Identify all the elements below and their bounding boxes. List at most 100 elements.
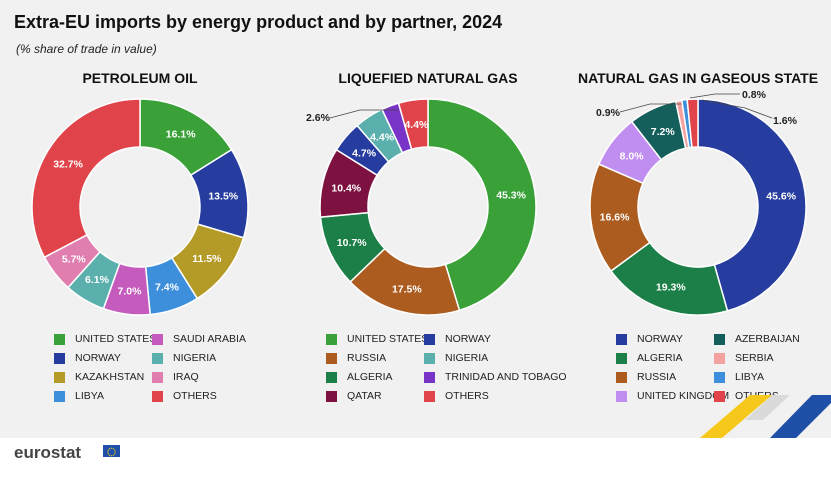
legend-swatch [424,371,435,383]
legend-item-nigeria: NIGERIA [152,352,322,366]
legend-item-united-states: UNITED STATES [326,333,496,347]
legend-swatch [54,333,65,345]
page-subtitle: (% share of trade in value) [16,42,157,56]
legend-label: LIBYA [735,371,764,384]
value-label-liquefied-natural-gas-nigeria: 4.4% [370,132,395,144]
legend-item-russia: RUSSIA [616,371,786,385]
legend-swatch [714,352,725,364]
value-label-natural-gas-in-gaseous-state-united-kingdom: 8.0% [620,151,645,163]
legend-label: SAUDI ARABIA [173,333,246,346]
legend-label: UNITED KINGDOM [637,390,730,403]
value-label-petroleum-oil-nigeria: 6.1% [85,274,110,286]
value-label-liquefied-natural-gas-russia: 17.5% [392,283,422,295]
legend-item-russia: RUSSIA [326,352,496,366]
legend-label: NORWAY [75,352,121,365]
leader-line-liquefied-natural-gas-trinidad-and-tobago [329,109,398,119]
value-label-natural-gas-in-gaseous-state-serbia: 0.9% [596,107,621,119]
legend-label: TRINIDAD AND TOBAGO [445,371,567,384]
legend-swatch [714,333,725,345]
legend-swatch [616,371,627,383]
donut-charts: 16.1% 13.5% 11.5% 7.4% 7.0% 6.1% 5.7% 32.7% 45.3… [31,89,807,316]
legend-label: SERBIA [735,352,774,365]
legend-label: NIGERIA [445,352,489,365]
slice-natural-gas-in-gaseous-state-others [686,98,699,149]
legend-item-united-kingdom: UNITED KINGDOM [616,390,786,404]
chart-title-lng: LIQUEFIED NATURAL GAS [338,70,518,86]
value-label-petroleum-oil-saudi-arabia: 7.0% [118,285,143,297]
legend-swatch [54,371,65,383]
legend-label: IRAQ [173,371,199,384]
value-label-natural-gas-in-gaseous-state-libya: 0.8% [742,89,767,101]
value-label-petroleum-oil-norway: 13.5% [208,191,238,203]
leader-line-natural-gas-in-gaseous-state-serbia [619,103,684,113]
value-label-petroleum-oil-others: 32.7% [53,159,83,171]
legend-swatch [616,333,627,345]
legend-item-others: OTHERS [424,390,594,404]
value-label-natural-gas-in-gaseous-state-others: 1.6% [773,115,798,127]
legend-label: UNITED STATES [347,333,429,346]
value-label-natural-gas-in-gaseous-state-norway: 45.6% [766,190,796,202]
eurostat-logo: eurostat [14,443,82,462]
slice-petroleum-oil-others [31,98,141,259]
value-label-natural-gas-in-gaseous-state-russia: 16.6% [600,211,630,223]
legend-item-norway: NORWAY [54,352,224,366]
legend-item-norway: NORWAY [616,333,786,347]
value-label-liquefied-natural-gas-qatar: 10.4% [331,183,361,195]
value-label-petroleum-oil-kazakhstan: 11.5% [192,253,222,265]
slice-liquefied-natural-gas-others [397,98,429,151]
value-label-liquefied-natural-gas-algeria: 10.7% [337,237,367,249]
legend-swatch [424,352,435,364]
legend-item-libya: LIBYA [54,390,224,404]
legend-label: NIGERIA [173,352,217,365]
legend-swatch [326,390,337,402]
legend-swatch [54,390,65,402]
legend-swatch [714,390,725,402]
legend-label: NORWAY [445,333,491,346]
eu-flag-icon [103,445,120,457]
legend-label: RUSSIA [347,352,387,365]
legend-swatch [152,390,163,402]
legend-swatch [152,371,163,383]
chart-panel [0,0,831,438]
legend-label: AZERBAIJAN [735,333,800,346]
value-label-liquefied-natural-gas-norway: 4.7% [352,147,377,159]
legend-item-saudi-arabia: SAUDI ARABIA [152,333,322,347]
slice-natural-gas-in-gaseous-state-norway [697,98,807,312]
legend-item-nigeria: NIGERIA [424,352,594,366]
legend-item-kazakhstan: KAZAKHSTAN [54,371,224,385]
value-label-liquefied-natural-gas-trinidad-and-tobago: 2.6% [306,112,331,124]
legend-item-united-states: UNITED STATES [54,333,224,347]
legend-label: KAZAKHSTAN [75,371,145,384]
legend-item-azerbaijan: AZERBAIJAN [714,333,831,347]
legend-swatch [152,352,163,364]
legend-item-algeria: ALGERIA [616,352,786,366]
legend-label: OTHERS [173,390,217,403]
legend-item-iraq: IRAQ [152,371,322,385]
legend-swatch [714,371,725,383]
leader-line-natural-gas-in-gaseous-state-others [701,99,773,119]
legend-item-libya: LIBYA [714,371,831,385]
legend-item-others: OTHERS [152,390,322,404]
legend-swatch [326,371,337,383]
value-label-petroleum-oil-united-states: 16.1% [166,129,196,141]
value-label-natural-gas-in-gaseous-state-azerbaijan: 7.2% [651,126,676,138]
legend-item-norway: NORWAY [424,333,594,347]
legend-swatch [326,333,337,345]
chart-title-petroleum-oil: PETROLEUM OIL [82,70,198,86]
chart-title-natural-gas: NATURAL GAS IN GASEOUS STATE [577,70,819,86]
legend-item-qatar: QATAR [326,390,496,404]
value-label-petroleum-oil-libya: 7.4% [155,282,180,294]
legend-label: OTHERS [445,390,489,403]
leader-line-natural-gas-in-gaseous-state-libya [689,93,740,99]
legend-swatch [152,333,163,345]
legend-swatch [616,390,627,402]
legend-item-trinidad-and-tobago: TRINIDAD AND TOBAGO [424,371,594,385]
legend-label: UNITED STATES [75,333,157,346]
legend-swatch [424,333,435,345]
footer [0,438,831,481]
legend-swatch [54,352,65,364]
value-label-liquefied-natural-gas-others: 4.4% [404,119,429,131]
page-title: Extra-EU imports by energy product and b… [14,12,503,32]
legend-swatch [616,352,627,364]
